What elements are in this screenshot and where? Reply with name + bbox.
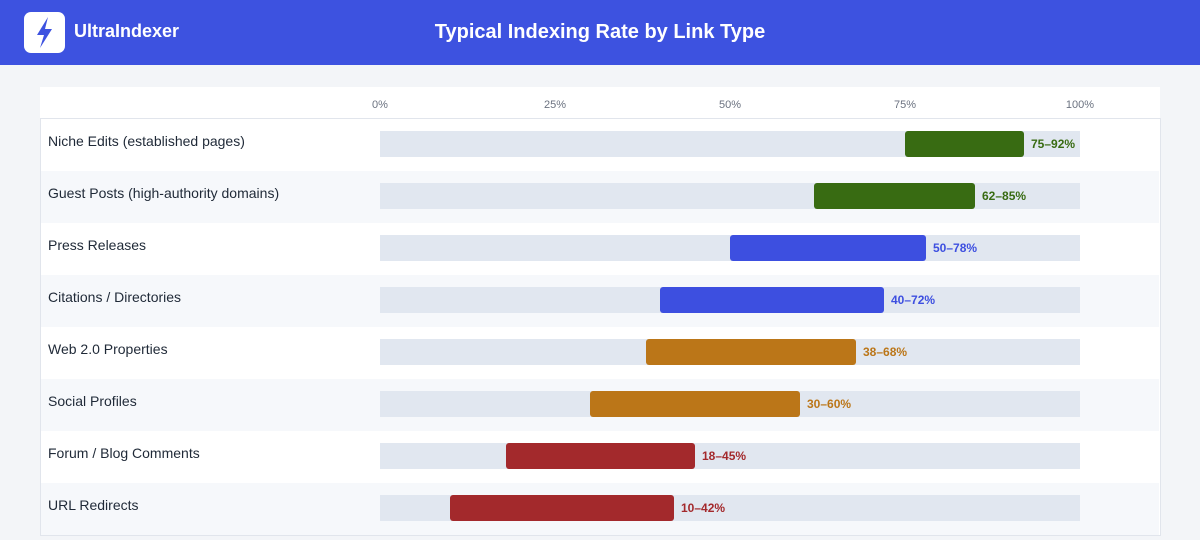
brand-name: UltraIndexer — [74, 21, 180, 41]
app-header: UltraIndexer Typical Indexing Rate by Li… — [0, 0, 1200, 65]
range-bar — [590, 391, 800, 417]
data-label: 75–92% — [1031, 137, 1075, 151]
category-label: Niche Edits (established pages) — [48, 133, 245, 149]
x-tick-label: 25% — [544, 99, 566, 111]
x-tick-label: 0% — [372, 99, 388, 111]
data-label: 10–42% — [681, 501, 725, 515]
x-tick-label: 50% — [719, 99, 741, 111]
chart-title: Typical Indexing Rate by Link Type — [434, 21, 766, 43]
range-bar — [506, 443, 695, 469]
range-bar — [730, 235, 926, 261]
data-label: 40–72% — [891, 293, 935, 307]
category-label: Guest Posts (high-authority domains) — [48, 185, 279, 201]
category-label: Social Profiles — [48, 393, 137, 409]
bar-track — [380, 443, 1080, 469]
category-label: URL Redirects — [48, 497, 139, 513]
category-label: Forum / Blog Comments — [48, 445, 200, 461]
x-tick-label: 75% — [894, 99, 916, 111]
data-label: 30–60% — [807, 397, 851, 411]
category-label: Citations / Directories — [48, 289, 181, 305]
x-tick-label: 100% — [1066, 99, 1094, 111]
category-label: Web 2.0 Properties — [48, 341, 168, 357]
category-label: Press Releases — [48, 237, 146, 253]
data-label: 62–85% — [982, 189, 1026, 203]
range-bar — [814, 183, 975, 209]
range-bar — [905, 131, 1024, 157]
range-bar — [450, 495, 674, 521]
range-bar — [646, 339, 856, 365]
lightning-bolt-icon — [37, 17, 52, 48]
data-label: 38–68% — [863, 345, 907, 359]
data-label: 18–45% — [702, 449, 746, 463]
logo — [24, 12, 65, 53]
range-bar — [660, 287, 884, 313]
data-label: 50–78% — [933, 241, 977, 255]
